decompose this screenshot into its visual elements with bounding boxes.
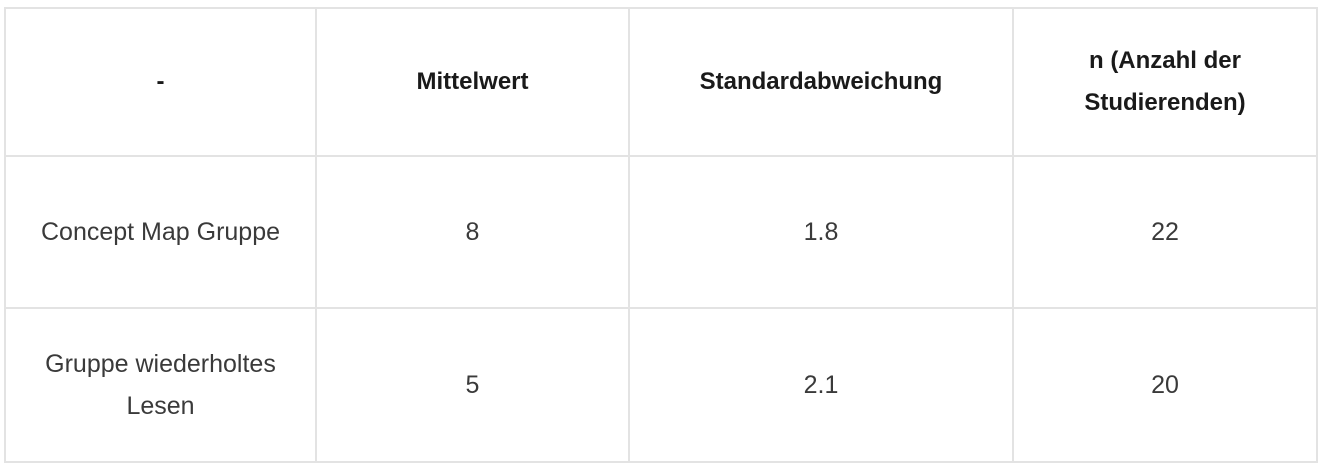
header-mean: Mittelwert <box>315 7 630 157</box>
row-n: 22 <box>1012 155 1318 309</box>
row-std-dev: 2.1 <box>628 307 1014 463</box>
header-n-students: n (Anzahl der Studierenden) <box>1012 7 1318 157</box>
table-row: Gruppe wiederholtes Lesen 5 2.1 20 <box>4 307 1318 463</box>
row-group-label: Gruppe wiederholtes Lesen <box>4 307 317 463</box>
header-group: - <box>4 7 317 157</box>
table-header-row: - Mittelwert Standardabweichung n (Anzah… <box>4 7 1318 157</box>
table-row: Concept Map Gruppe 8 1.8 22 <box>4 155 1318 309</box>
header-std-dev: Standardabweichung <box>628 7 1014 157</box>
row-std-dev: 1.8 <box>628 155 1014 309</box>
row-mean: 8 <box>315 155 630 309</box>
row-mean: 5 <box>315 307 630 463</box>
results-table-container: - Mittelwert Standardabweichung n (Anzah… <box>4 7 1318 463</box>
row-group-label: Concept Map Gruppe <box>4 155 317 309</box>
row-n: 20 <box>1012 307 1318 463</box>
results-table: - Mittelwert Standardabweichung n (Anzah… <box>4 7 1318 463</box>
